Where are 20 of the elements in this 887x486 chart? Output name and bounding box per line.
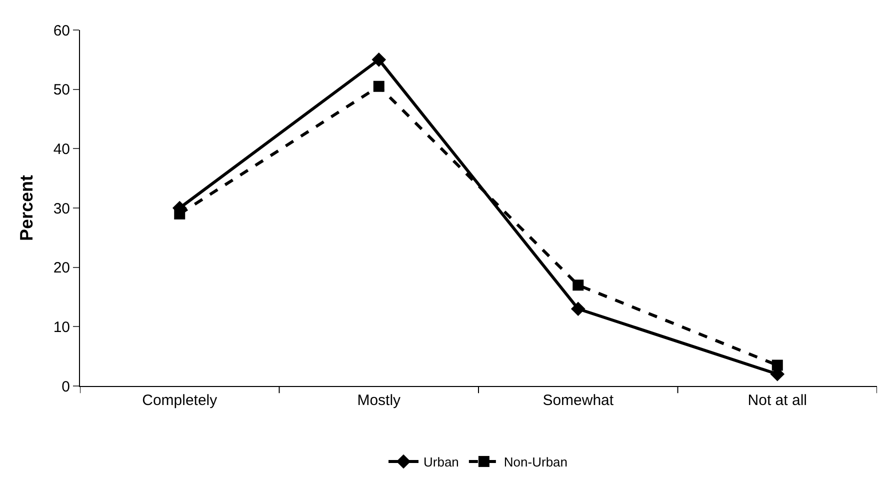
y-axis-title: Percent: [16, 174, 37, 242]
y-tick-label: 60: [53, 22, 70, 40]
point: [772, 360, 783, 371]
y-tick-label: 10: [53, 318, 70, 336]
x-tick-label: Not at all: [748, 392, 807, 409]
point: [570, 302, 586, 316]
y-tick-label: 50: [53, 82, 70, 99]
point: [174, 208, 186, 220]
y-tick-label: 40: [53, 140, 70, 158]
legend-label: Urban: [424, 454, 459, 470]
x-tick-label: Somewhat: [542, 392, 614, 409]
y-tick-label: 20: [53, 260, 70, 277]
point: [373, 80, 384, 92]
x-tick-label: Completely: [142, 392, 218, 409]
point: [372, 52, 386, 67]
y-tick-label: 0: [62, 378, 70, 396]
legend-label: Non-Urban: [504, 454, 568, 470]
point: [572, 280, 584, 291]
y-tick-label: 30: [53, 200, 70, 218]
x-tick-label: Mostly: [357, 392, 402, 409]
